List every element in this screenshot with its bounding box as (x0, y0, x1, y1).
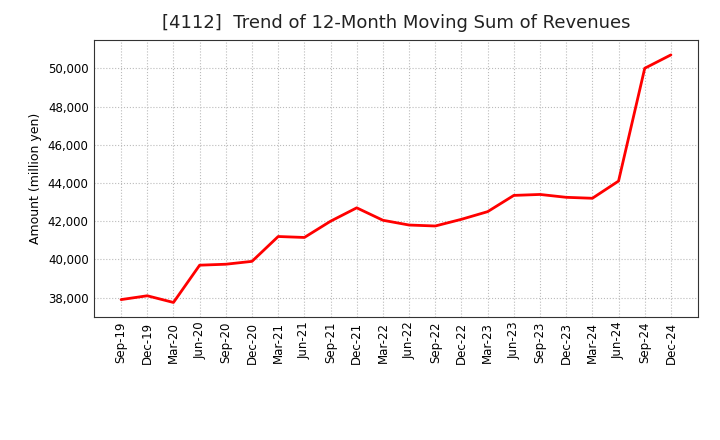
Y-axis label: Amount (million yen): Amount (million yen) (30, 113, 42, 244)
Title: [4112]  Trend of 12-Month Moving Sum of Revenues: [4112] Trend of 12-Month Moving Sum of R… (162, 15, 630, 33)
